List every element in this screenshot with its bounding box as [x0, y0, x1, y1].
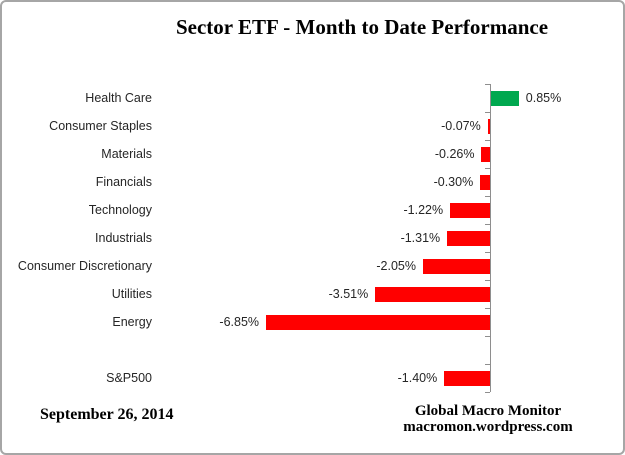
axis-tick — [485, 140, 490, 141]
bar-s-p500 — [444, 370, 490, 386]
axis-tick — [485, 224, 490, 225]
category-label-consumer-staples: Consumer Staples — [49, 119, 152, 133]
axis-tick — [485, 336, 490, 337]
footer-source-line1: Global Macro Monitor — [414, 403, 562, 419]
value-label-consumer-staples: -0.07% — [441, 119, 481, 133]
value-label-utilities: -3.51% — [328, 287, 369, 301]
axis-tick — [485, 168, 490, 169]
bar-financials — [480, 174, 490, 190]
value-label-energy: -6.85% — [219, 315, 260, 329]
category-label-s-p500: S&P500 — [106, 371, 152, 385]
bar-materials — [481, 146, 490, 162]
value-label-financials: -0.30% — [433, 175, 474, 189]
value-label-materials: -0.26% — [434, 147, 475, 161]
category-label-technology: Technology — [88, 203, 152, 217]
value-label-industrials: -1.31% — [400, 231, 441, 245]
bar-health-care — [491, 90, 519, 106]
category-axis-line — [490, 84, 492, 392]
axis-tick — [485, 364, 490, 365]
axis-tick — [485, 252, 490, 253]
footer-source-line2: macromon.wordpress.com — [403, 419, 573, 435]
category-label-industrials: Industrials — [95, 231, 152, 245]
bar-industrials — [447, 230, 490, 246]
bar-energy — [266, 314, 490, 330]
value-label-consumer-discretionary: -2.05% — [376, 259, 416, 273]
bar-technology — [450, 202, 490, 218]
axis-tick — [485, 112, 490, 113]
value-label-s-p500: -1.40% — [397, 371, 438, 385]
bar-consumer-discretionary — [422, 258, 490, 274]
bar-consumer-staples — [487, 118, 490, 134]
value-label-technology: -1.22% — [403, 203, 444, 217]
category-label-energy: Energy — [112, 315, 152, 329]
axis-tick — [485, 84, 490, 85]
value-label-health-care: 0.85% — [525, 91, 562, 105]
chart-title: Sector ETF - Month to Date Performance — [175, 15, 549, 39]
footer-date: September 26, 2014 — [40, 406, 174, 423]
axis-tick — [485, 392, 490, 393]
category-label-materials: Materials — [101, 147, 152, 161]
bar-utilities — [375, 286, 490, 302]
axis-tick — [485, 280, 490, 281]
axis-tick — [485, 196, 490, 197]
axis-tick — [485, 308, 490, 309]
category-label-health-care: Health Care — [85, 91, 152, 105]
category-label-consumer-discretionary: Consumer Discretionary — [17, 259, 152, 273]
footer-source: Global Macro Monitor macromon.wordpress.… — [403, 403, 572, 435]
category-label-financials: Financials — [95, 175, 152, 189]
category-label-utilities: Utilities — [111, 287, 152, 301]
